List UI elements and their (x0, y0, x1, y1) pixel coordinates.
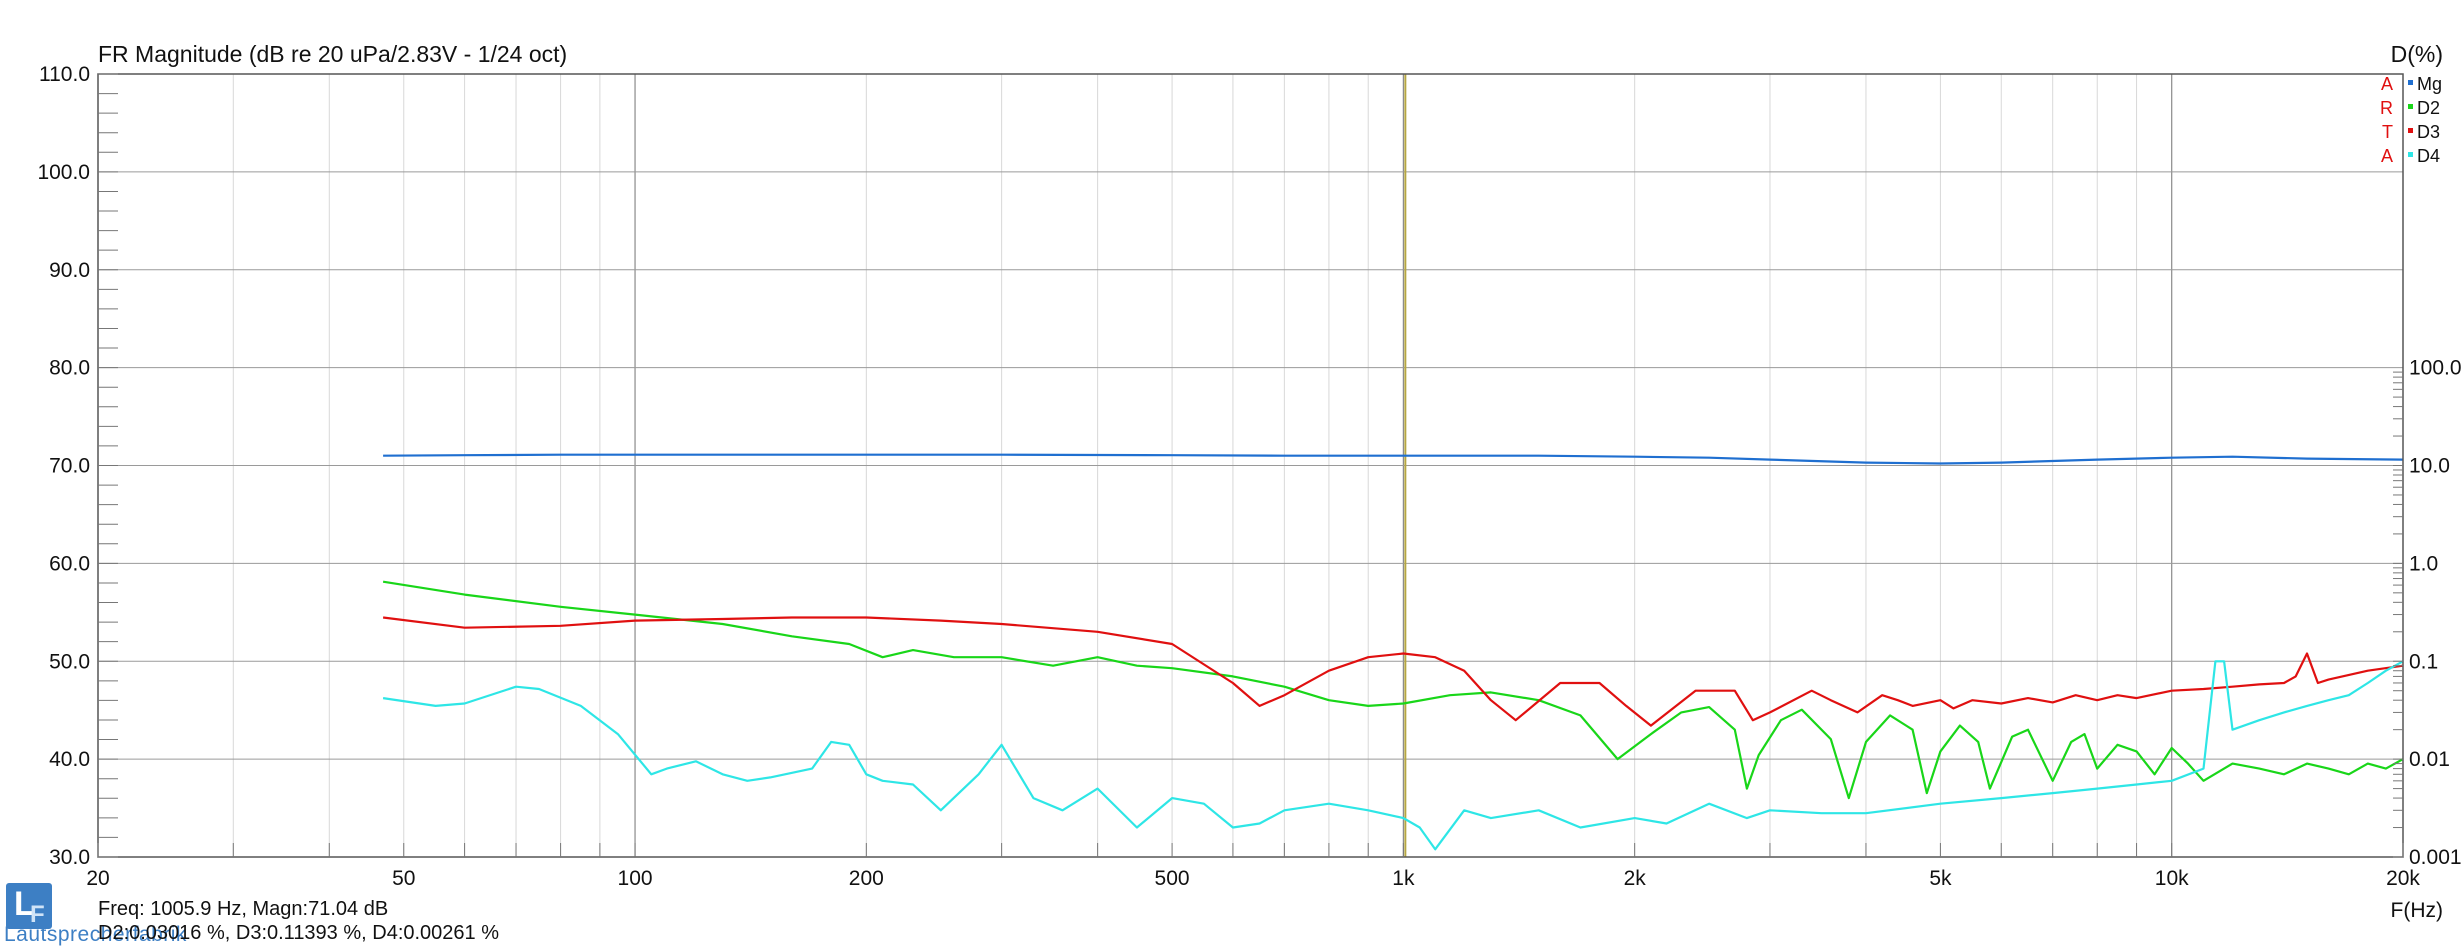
legend-label-mg: Mg (2417, 74, 2442, 94)
plot-curves (382, 453, 2404, 851)
lf-logo: L F (6, 883, 52, 929)
x-tick-label: 20k (2386, 867, 2420, 890)
y-tick-label: 100.0 (37, 161, 90, 184)
cursor-readout-distortion: D2:0.03016 %, D3:0.11393 %, D4:0.00261 % (98, 922, 500, 944)
y-tick-label: 40.0 (49, 748, 90, 771)
series-line-d2 (382, 580, 2404, 800)
arta-letter: A (2381, 74, 2393, 94)
arta-letter: A (2381, 146, 2393, 166)
legend-label-d4: D4 (2417, 146, 2440, 166)
y2-tick-label: 10.0 (2409, 455, 2450, 478)
x-tick-label: 200 (849, 867, 884, 890)
arta-letter: R (2380, 98, 2393, 118)
legend-label-d3: D3 (2417, 122, 2440, 142)
x-axis-label: F(Hz) (2391, 899, 2443, 922)
plot-axes: 20 50 100 200 500 1k 2k 5k 10k 20k 30.0 40.0 50.0 60.… (37, 41, 2461, 922)
y2-tick-label: 0.001 (2409, 846, 2462, 869)
legend-swatch-mg (2408, 80, 2413, 85)
x-tick-label: 20 (86, 867, 109, 890)
legend-label-d2: D2 (2417, 98, 2440, 118)
y-tick-label: 90.0 (49, 259, 90, 282)
y2-tick-label: 0.1 (2409, 650, 2438, 673)
y2-tick-label: 100.0 (2409, 357, 2462, 380)
y-tick-label: 70.0 (49, 455, 90, 478)
legend-swatch-d4 (2408, 152, 2413, 157)
legend-swatch-d2 (2408, 104, 2413, 109)
y-tick-label: 60.0 (49, 552, 90, 575)
y-tick-label: 80.0 (49, 357, 90, 380)
y-tick-label: 110.0 (39, 63, 90, 86)
x-tick-label: 50 (392, 867, 415, 890)
right-axis-title: D(%) (2391, 41, 2443, 67)
series-line-d4 (382, 660, 2404, 851)
x-tick-label: 1k (1392, 867, 1415, 890)
series-line-mg (383, 453, 2404, 465)
chart-title: FR Magnitude (dB re 20 uPa/2.83V - 1/24 … (98, 41, 567, 67)
legend-swatch-d3 (2408, 128, 2413, 133)
y2-tick-label: 1.0 (2409, 552, 2438, 575)
logo-letter-l: L (14, 885, 35, 923)
series-line-d3 (382, 616, 2404, 727)
x-tick-label: 10k (2155, 867, 2189, 890)
y-tick-label: 30.0 (49, 846, 90, 869)
x-tick-label: 100 (618, 867, 653, 890)
x-tick-label: 500 (1155, 867, 1190, 890)
x-tick-label: 5k (1929, 867, 1952, 890)
logo-watermark: Lautsprecherfabrik (4, 923, 187, 946)
logo-letter-f: F (30, 901, 45, 928)
chart-legend: A Mg R D2 T D3 A D4 (2380, 74, 2442, 166)
x-tick-label: 2k (1624, 867, 1647, 890)
plot-grid (98, 73, 2403, 858)
y2-tick-label: 0.01 (2409, 748, 2450, 771)
y-tick-label: 50.0 (49, 650, 90, 673)
arta-letter: T (2382, 122, 2393, 142)
cursor-readout-freq: Freq: 1005.9 Hz, Magn:71.04 dB (98, 898, 389, 920)
